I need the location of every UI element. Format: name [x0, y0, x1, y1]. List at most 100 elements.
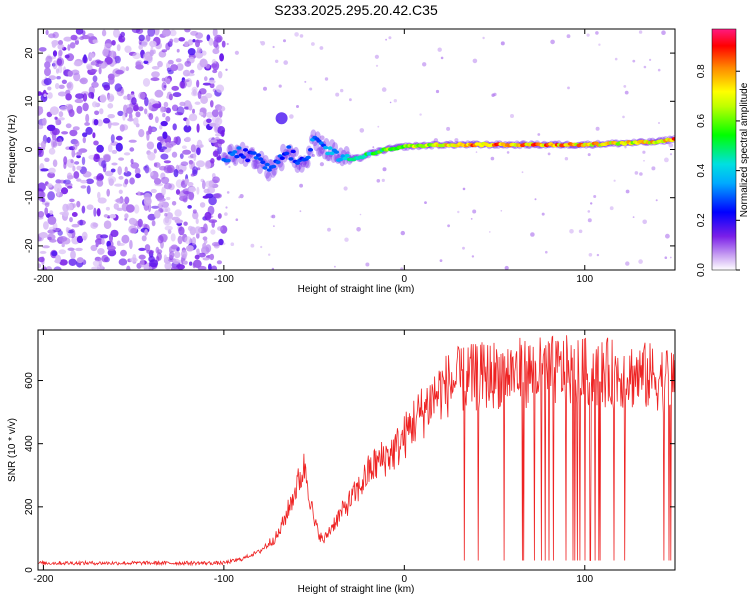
- speckle-dot: [472, 58, 478, 64]
- noise-blob: [38, 106, 44, 115]
- noise-blob: [76, 151, 83, 155]
- noise-blob: [76, 257, 84, 264]
- speckle-dot: [470, 218, 473, 220]
- noise-blob: [135, 173, 141, 179]
- noise-blob: [118, 175, 124, 180]
- speckle-dot: [319, 162, 324, 167]
- speckle-dot: [472, 209, 477, 214]
- noise-blob: [162, 29, 171, 37]
- colorbar-tick-label: 0.2: [696, 213, 707, 227]
- noise-blob: [96, 208, 101, 217]
- noise-blob: [49, 238, 57, 243]
- speckle-dot: [595, 31, 599, 35]
- noise-blob: [216, 156, 222, 161]
- speckle-dot: [614, 57, 618, 61]
- noise-blob: [71, 69, 80, 76]
- x-tick-label: -100: [214, 574, 234, 585]
- noise-blob: [116, 44, 121, 52]
- noise-blob: [89, 53, 95, 59]
- noise-blob: [205, 244, 212, 253]
- snr-frame: [37, 329, 676, 571]
- noise-blob: [217, 71, 223, 79]
- speckle-dot: [462, 246, 465, 250]
- speckle-dot: [649, 58, 652, 62]
- noise-blob: [196, 232, 200, 239]
- noise-blob: [212, 150, 219, 157]
- noise-blob: [48, 33, 56, 39]
- noise-blob: [188, 191, 195, 201]
- noise-blob: [69, 129, 78, 137]
- ridge-core: [271, 164, 277, 169]
- noise-blob: [132, 254, 137, 262]
- colorbar-tick-label: 0.6: [696, 114, 707, 128]
- speckle-dot: [598, 43, 601, 46]
- noise-blob: [190, 173, 195, 177]
- noise-blob: [143, 196, 152, 206]
- noise-blob: [182, 79, 190, 83]
- speckle-dot: [377, 125, 380, 128]
- ridge-core: [266, 168, 272, 172]
- noise-blob: [219, 53, 225, 62]
- ridge-core: [344, 153, 350, 158]
- noise-blob: [144, 164, 150, 174]
- noise-blob: [111, 122, 120, 126]
- noise-blob: [109, 214, 117, 219]
- noise-blob: [142, 52, 152, 62]
- noise-blob: [58, 40, 63, 46]
- speckle-dot: [578, 229, 583, 234]
- snr-ylabel: SNR (10 * v/v): [7, 418, 18, 482]
- noise-blob: [216, 36, 222, 43]
- ridge-core: [284, 151, 290, 156]
- ridge-core: [251, 151, 257, 155]
- noise-blob: [199, 202, 206, 208]
- noise-blob: [67, 247, 75, 251]
- noise-blob: [202, 82, 211, 86]
- noise-blob: [92, 132, 96, 139]
- x-tick-label: 0: [402, 574, 408, 585]
- noise-blob: [48, 148, 56, 155]
- y-tick-label: 0: [24, 146, 35, 152]
- ridge-halo: [298, 163, 305, 173]
- speckle-dot: [283, 39, 286, 43]
- noise-blob: [115, 135, 123, 141]
- noise-blob: [72, 165, 76, 172]
- noise-blob: [204, 160, 211, 170]
- noise-blob: [82, 132, 88, 138]
- speckle-dot: [324, 77, 329, 81]
- noise-blob: [54, 138, 61, 142]
- noise-blob: [104, 170, 114, 177]
- speckle-dot: [393, 99, 397, 103]
- noise-blob: [60, 187, 69, 195]
- noise-blob: [97, 197, 107, 204]
- noise-blob: [174, 251, 181, 259]
- ridge-halo: [304, 158, 311, 169]
- noise-blob: [82, 102, 89, 112]
- noise-blob: [124, 45, 132, 53]
- ridge-core: [307, 148, 314, 152]
- speckle-dot: [335, 92, 340, 97]
- noise-blob: [124, 196, 130, 204]
- speckle-dot: [661, 30, 666, 35]
- y-tick-label: 600: [24, 372, 35, 389]
- noise-blob: [221, 40, 226, 48]
- noise-blob: [93, 119, 99, 126]
- speckle-dot: [669, 153, 673, 156]
- x-tick-label: 0: [402, 274, 408, 285]
- speckle-dot: [230, 242, 235, 246]
- noise-blob: [207, 205, 215, 216]
- ridge-core: [262, 166, 268, 170]
- noise-blob: [190, 144, 196, 153]
- noise-blob: [165, 107, 171, 114]
- noise-blob: [170, 266, 179, 270]
- noise-blob: [147, 152, 156, 161]
- noise-blob: [105, 206, 110, 211]
- speckle-dot: [224, 212, 228, 216]
- noise-blob: [171, 151, 178, 158]
- speckle-dot: [245, 145, 249, 149]
- speckle-dot: [566, 34, 571, 39]
- noise-blob: [179, 153, 184, 160]
- noise-blob: [184, 60, 192, 67]
- speckle-dot: [400, 267, 404, 270]
- noise-blob: [79, 77, 88, 85]
- noise-blob: [97, 191, 101, 199]
